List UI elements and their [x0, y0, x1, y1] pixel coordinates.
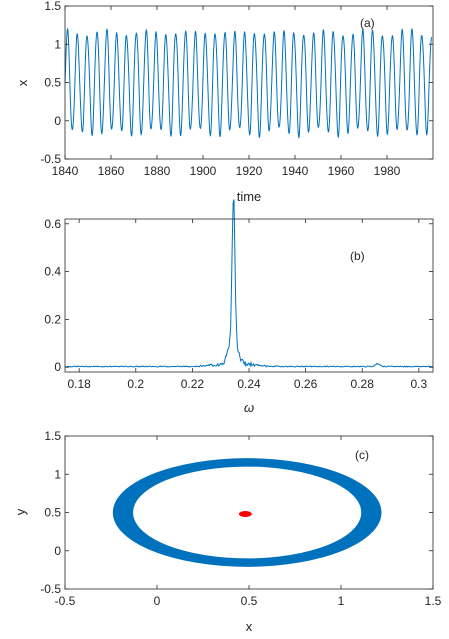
panel-b-label: (b): [350, 249, 365, 263]
x-tick-label: 0.26: [294, 377, 318, 391]
y-tick-label: 0: [54, 114, 61, 128]
x-tick-label: 1900: [190, 164, 217, 178]
y-tick-label: 0.6: [44, 217, 61, 231]
x-tick-label: 1: [338, 594, 345, 608]
x-tick-label: 1860: [98, 164, 125, 178]
time-series-line: [65, 27, 433, 139]
y-tick-label: 0.5: [44, 506, 61, 520]
panel-a-time-series: 1840 1860 1880 1900 1920 1940 1960 1980 -0.5 0 0.5…: [15, 0, 434, 204]
x-tick-label: 0.3: [411, 377, 428, 391]
y-tick-label: 1: [54, 37, 61, 51]
panel-b-xlabel: ω: [244, 400, 254, 415]
y-tick-label: 0: [54, 544, 61, 558]
x-tick-label: 1.5: [425, 594, 442, 608]
fixed-point-dot: [238, 511, 252, 518]
panel-a-xlabel: time: [237, 189, 262, 204]
x-tick-label: 1960: [328, 164, 355, 178]
x-tick-label: 1920: [236, 164, 263, 178]
panel-a-ticks: 1840 1860 1880 1900 1920 1940 1960 1980 -0.5 0 0.5…: [40, 0, 433, 178]
y-tick-label: 0: [54, 360, 61, 374]
panel-b-ticks: 0.18 0.2 0.22 0.24 0.26 0.28 0.3 0 0.2 0.4 0.6: [44, 217, 433, 391]
panel-c-phase-portrait: -0.5 0 0.5 1 1.5 -0.5 0 0.5 1 1.5 (c) x y: [13, 429, 442, 634]
y-tick-label: 1: [54, 467, 61, 481]
panel-b-plot-area: [64, 199, 433, 368]
y-tick-label: 1.5: [44, 0, 61, 13]
x-tick-label: 0.5: [241, 594, 258, 608]
y-tick-label: 0.4: [44, 265, 61, 279]
panel-c-ylabel: y: [13, 508, 28, 515]
panel-c-label: (c): [355, 448, 369, 462]
y-tick-label: -0.5: [40, 582, 61, 596]
spectrum-line: [64, 199, 433, 368]
panel-a-label: (a): [360, 16, 375, 30]
panel-b-axes-box: [64, 218, 434, 373]
x-tick-label: 1840: [52, 164, 79, 178]
y-tick-label: -0.5: [40, 152, 61, 166]
x-tick-label: 1980: [374, 164, 401, 178]
panel-c-plot-area: [112, 458, 382, 567]
x-tick-label: 0.18: [67, 377, 91, 391]
panel-b-spectrum: 0.18 0.2 0.22 0.24 0.26 0.28 0.3 0 0.2 0.4 0.6 (b)…: [44, 199, 434, 415]
y-tick-label: 1.5: [44, 429, 61, 443]
x-tick-label: 0.24: [237, 377, 261, 391]
x-tick-label: 0: [154, 594, 161, 608]
x-tick-label: 0.28: [351, 377, 375, 391]
y-tick-label: 0.2: [44, 312, 61, 326]
panel-a-ylabel: x: [15, 79, 30, 86]
x-tick-label: 1940: [282, 164, 309, 178]
x-tick-label: 0.22: [181, 377, 205, 391]
panel-c-ticks: -0.5 0 0.5 1 1.5 -0.5 0 0.5 1 1.5: [40, 429, 441, 608]
y-tick-label: 0.5: [44, 76, 61, 90]
panel-a-plot-area: [65, 27, 433, 139]
x-tick-label: -0.5: [55, 594, 76, 608]
x-tick-label: 1880: [144, 164, 171, 178]
x-tick-label: 0.2: [127, 377, 144, 391]
panel-c-xlabel: x: [246, 619, 253, 634]
